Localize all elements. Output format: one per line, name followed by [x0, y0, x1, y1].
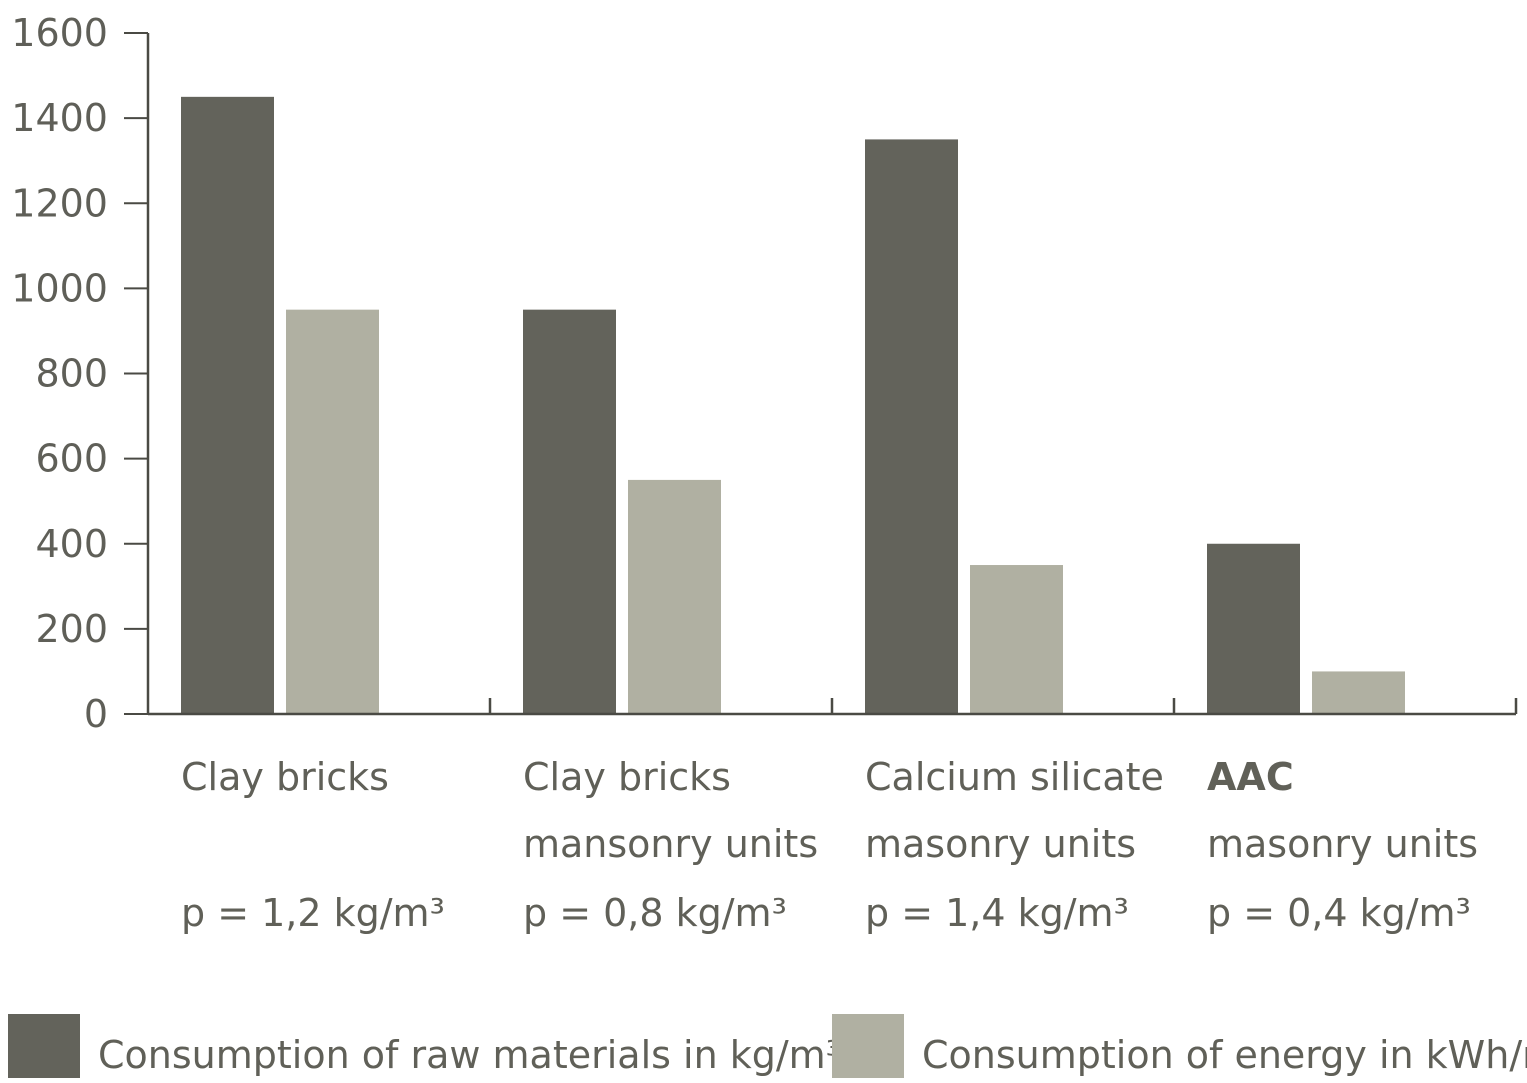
bar-series-2: [628, 479, 721, 714]
category-label-line: Clay bricks: [523, 755, 731, 799]
category-label-line: p = 0,4 kg/m³: [1207, 891, 1471, 935]
bar-series-2: [970, 565, 1063, 714]
category-label-line: masonry units: [865, 822, 1136, 866]
legend-label: Consumption of raw materials in kg/m³: [98, 1033, 841, 1077]
legend-swatch: [8, 1014, 80, 1078]
bar-series-1: [523, 309, 616, 714]
y-tick-label: 600: [35, 437, 108, 481]
y-tick-label: 400: [35, 522, 108, 566]
y-tick-label: 0: [84, 692, 108, 736]
y-tick-label: 1600: [11, 11, 108, 55]
category-label-line: Calcium silicate: [865, 755, 1164, 799]
bar-series-1: [865, 139, 958, 714]
legend-swatch: [832, 1014, 904, 1078]
y-tick-label: 800: [35, 352, 108, 396]
category-label-line: p = 0,8 kg/m³: [523, 891, 787, 935]
category-label-line: Clay bricks: [181, 755, 389, 799]
bar-series-2: [286, 309, 379, 714]
category-label-line: p = 1,4 kg/m³: [865, 891, 1129, 935]
category-label-line: AAC: [1207, 755, 1294, 799]
legend-label: Consumption of energy in kWh/m³: [922, 1033, 1527, 1077]
bar-series-1: [181, 96, 274, 714]
y-tick-label: 1000: [11, 266, 108, 310]
bar-series-1: [1207, 543, 1300, 714]
category-label-line: mansonry units: [523, 822, 818, 866]
category-label-line: p = 1,2 kg/m³: [181, 891, 445, 935]
y-tick-label: 1200: [11, 181, 108, 225]
bar-series-2: [1312, 671, 1405, 714]
y-tick-label: 1400: [11, 96, 108, 140]
category-label-line: masonry units: [1207, 822, 1478, 866]
y-tick-label: 200: [35, 607, 108, 651]
